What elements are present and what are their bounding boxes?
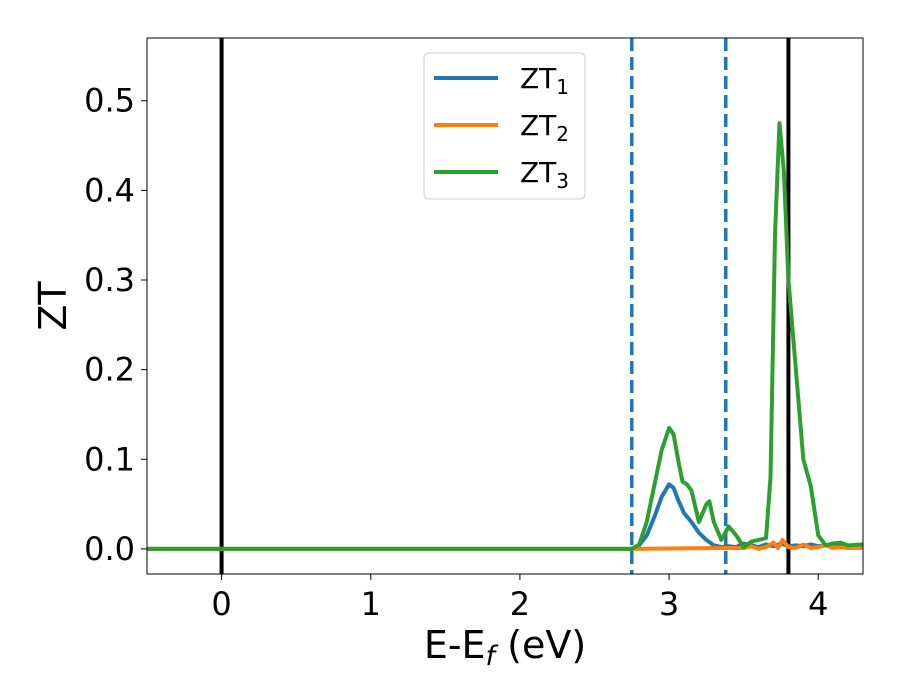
reference-lines bbox=[219, 38, 791, 574]
y-tick-label: 0.1 bbox=[84, 440, 135, 478]
y-axis-ticks: 0.0 0.1 0.2 0.3 0.4 0.5 bbox=[84, 82, 147, 568]
y-tick-label: 0.0 bbox=[84, 530, 135, 568]
y-tick-label: 0.2 bbox=[84, 351, 135, 389]
legend: ZT1 ZT2 ZT3 bbox=[423, 52, 586, 200]
x-tick-label: 3 bbox=[659, 585, 679, 623]
x-tick-label: 0 bbox=[211, 585, 231, 623]
series-lines bbox=[147, 121, 863, 551]
x-tick-label: 2 bbox=[510, 585, 530, 623]
series-line-3 bbox=[147, 121, 863, 551]
x-axis-label: E-Ef (eV) bbox=[424, 623, 586, 672]
x-tick-label: 1 bbox=[361, 585, 381, 623]
y-tick-label: 0.4 bbox=[84, 171, 135, 209]
legend-box bbox=[423, 52, 586, 200]
y-tick-label: 0.3 bbox=[84, 261, 135, 299]
y-tick-label: 0.5 bbox=[84, 82, 135, 120]
legend-label-1: ZT1 bbox=[520, 62, 569, 99]
x-axis-ticks: 0 1 2 3 4 bbox=[211, 574, 828, 623]
plot-frame bbox=[146, 37, 864, 575]
legend-label-2: ZT2 bbox=[520, 109, 569, 146]
x-tick-label: 4 bbox=[808, 585, 828, 623]
y-axis-label: ZT bbox=[31, 281, 75, 331]
legend-label-3: ZT3 bbox=[520, 156, 569, 193]
